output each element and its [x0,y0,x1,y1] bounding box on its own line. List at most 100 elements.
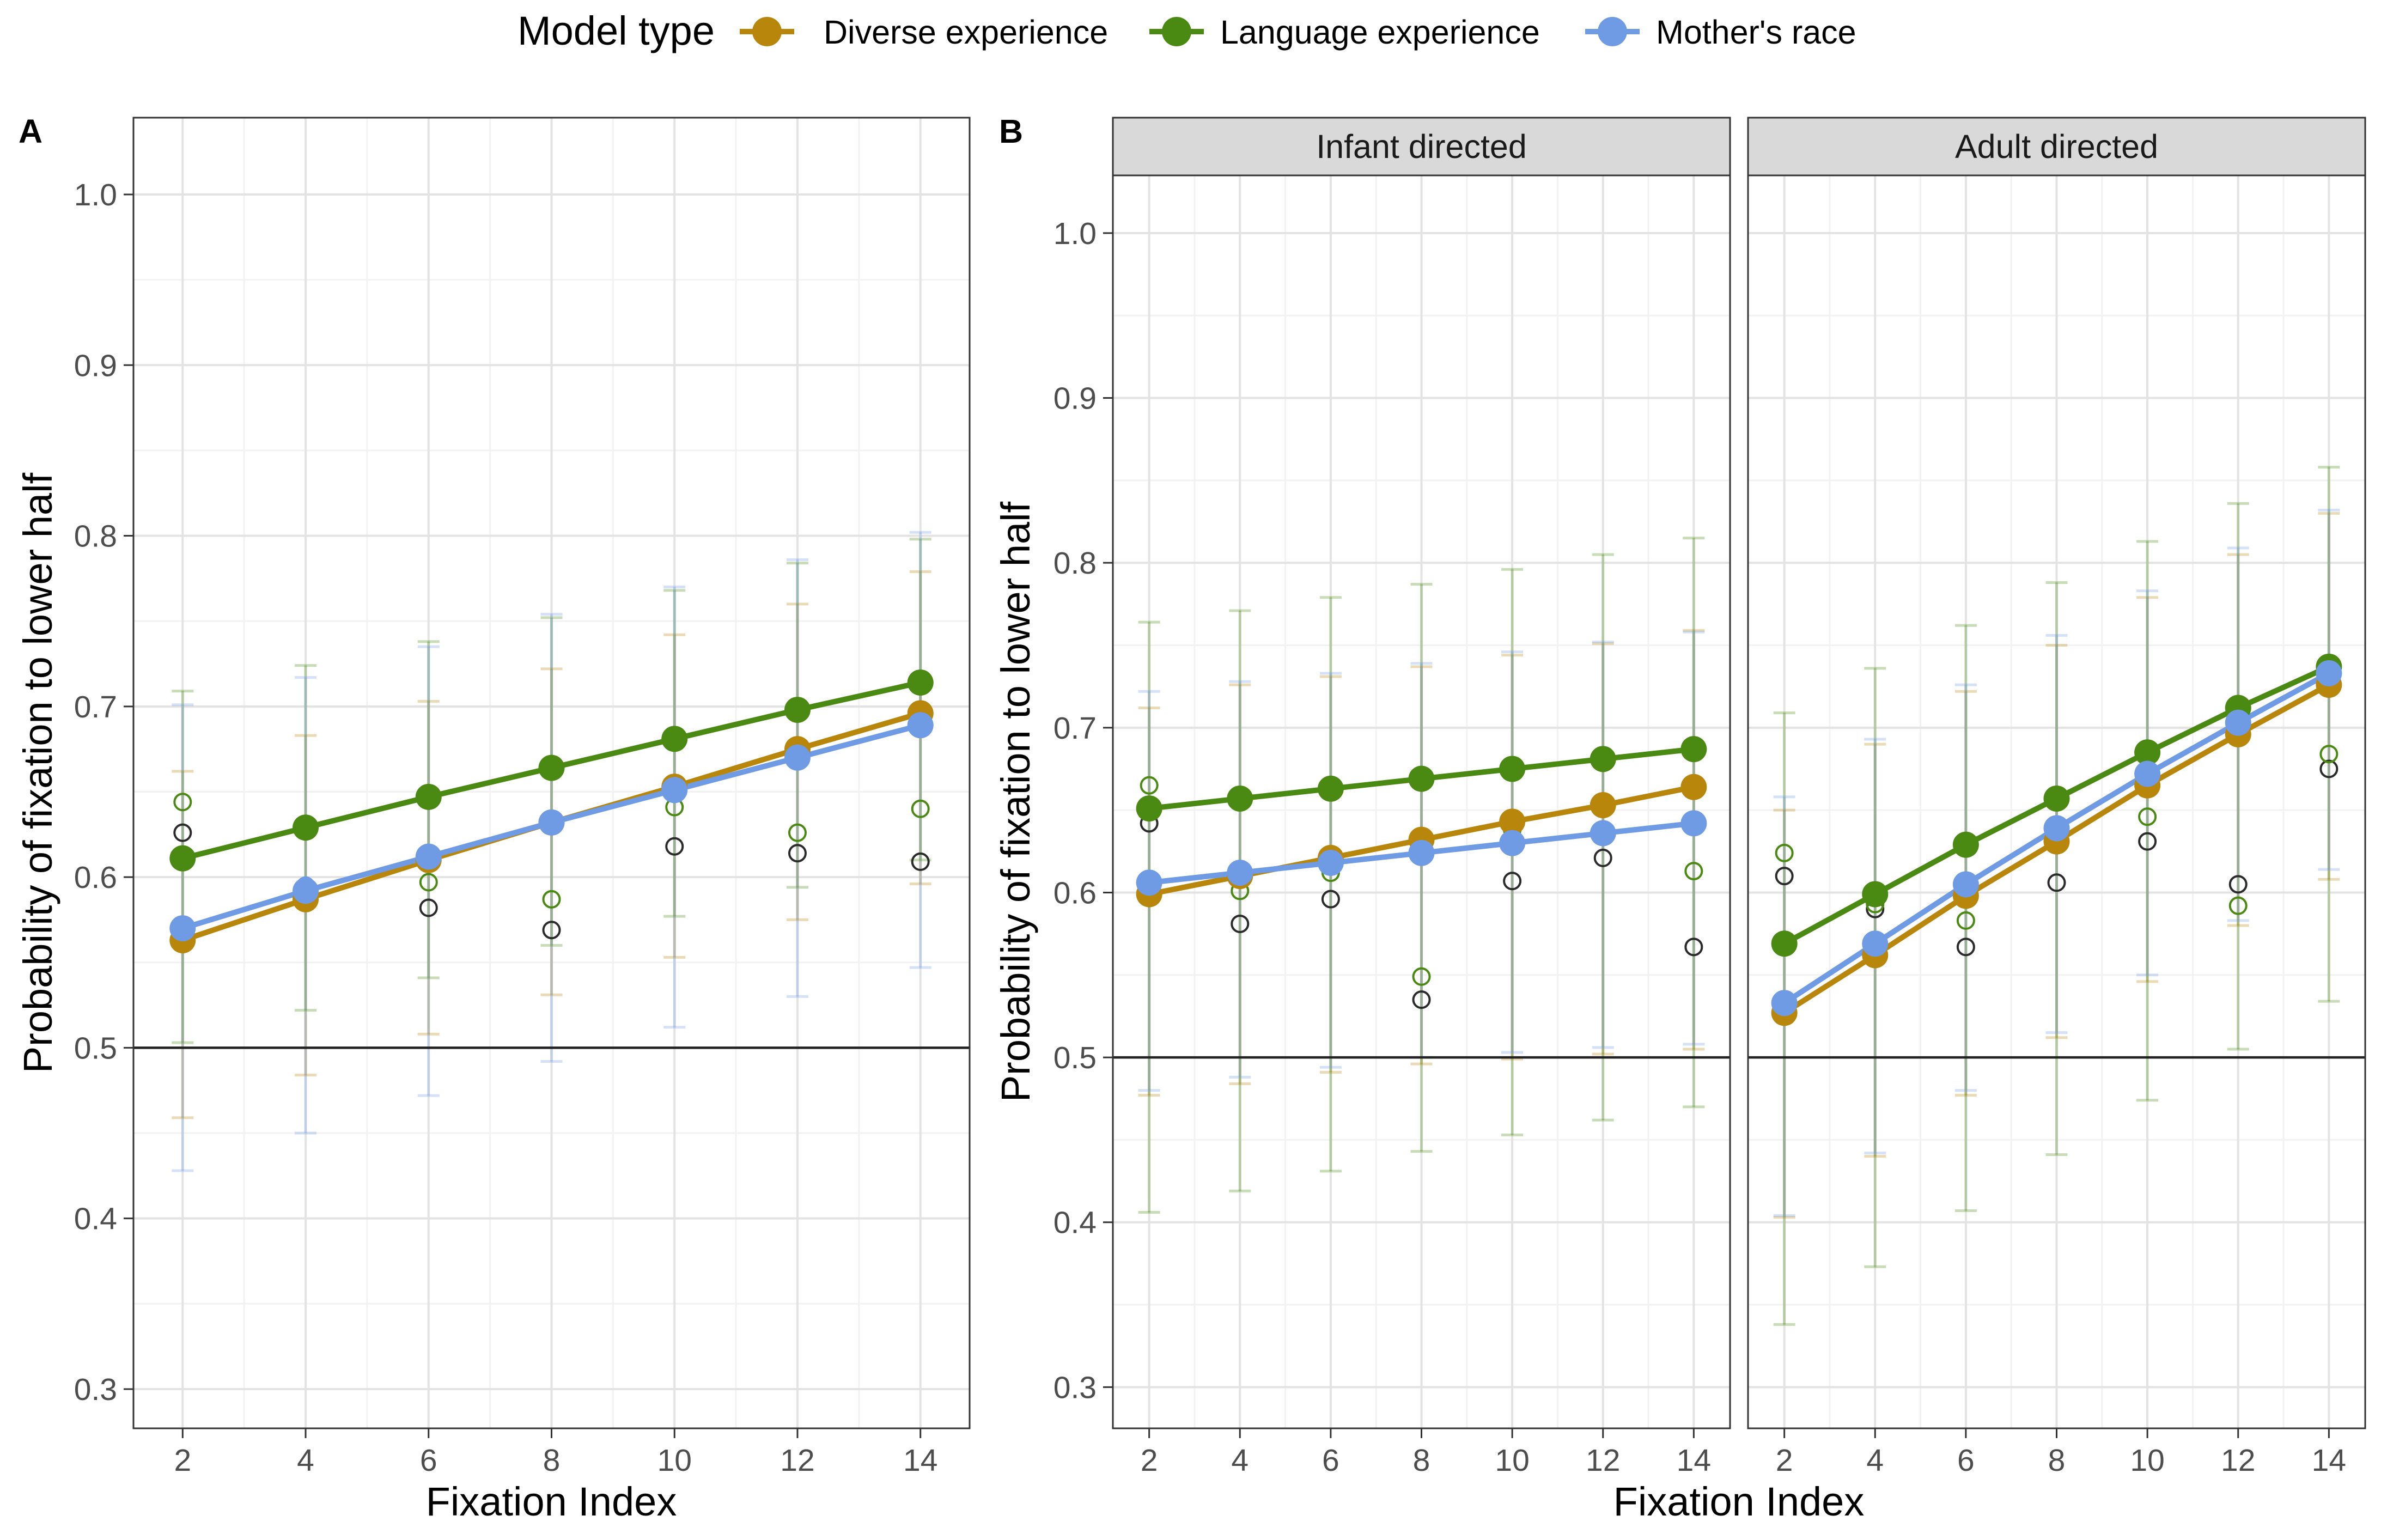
observed-point [173,823,192,842]
chart-panels: 2 4 6 8 10 12 140.30.40.50.60.70.80.91.0Infant… [15,113,2366,1524]
legend-key-point [1598,17,1627,46]
series-point-mother-s-race [2043,815,2070,842]
y-tick-label: 0.8 [1054,546,1097,581]
x-tick-label: 10 [657,1443,692,1478]
series-point-language-experience [661,726,688,752]
series-point-language-experience [293,814,319,841]
error-bar-language-experience [2227,502,2249,1051]
error-bar-language-experience [663,589,686,918]
error-bar-language-experience [1319,596,1342,1173]
legend-entry-diverse-experience: Diverse experience [740,14,1108,51]
x-axis-title-b: Fixation Index [1613,1479,1865,1524]
observed-point [788,844,807,863]
observed-point [1684,862,1703,881]
facet-strip-background [1747,117,2366,176]
observed-point [1775,867,1794,886]
y-tick-label: 0.6 [74,860,117,895]
series-point-language-experience [1227,785,1253,812]
series-point-mother-s-race [1952,871,1979,898]
y-tick-label: 0.4 [74,1202,117,1237]
legend-key-point [752,17,782,46]
observed-point [1956,911,1975,930]
y-tick-label: 0.5 [1054,1040,1097,1075]
series-point-language-experience [1136,795,1162,822]
error-bar-mother-s-race [1683,630,1705,1046]
series-point-language-experience [2043,785,2070,812]
legend-label: Language experience [1220,14,1540,51]
error-bars [172,531,931,1172]
series-point-mother-s-race [1499,830,1526,856]
x-tick-label: 12 [2221,1443,2255,1478]
x-tick-label: 14 [1677,1443,1711,1478]
series-point-language-experience [2134,739,2161,766]
series-point-mother-s-race [169,915,196,942]
y-tick-label: 0.9 [74,348,117,383]
observed-point [2138,807,2157,826]
panel-tag-a: A [19,113,42,150]
series-point-mother-s-race [538,809,565,836]
y-tick-label: 0.9 [1054,381,1097,416]
panel-tag-b: B [999,113,1023,150]
series-point-language-experience [169,845,196,872]
series-point-mother-s-race [1408,839,1435,866]
x-tick-label: 14 [2312,1443,2346,1478]
x-tick-label: 2 [1141,1443,1158,1478]
y-tick-label: 0.8 [74,519,117,554]
observed-point [1412,990,1431,1009]
y-axis-title-b: Probability of fixation to lower half [993,501,1038,1102]
x-axis-ticks: 2 4 6 8 10 12 14 [174,1428,937,1478]
x-tick-label: 12 [780,1443,814,1478]
y-tick-label: 1.0 [74,178,117,212]
series-point-mother-s-race [1680,810,1707,837]
y-axis-title-a: Probability of fixation to lower half [15,472,60,1073]
y-tick-label: 0.4 [1054,1206,1097,1240]
series-point-language-experience [907,669,934,696]
error-bar-mother-s-race [663,586,686,1029]
observed-point [1593,848,1612,867]
error-bar-language-experience [2136,540,2159,1102]
series-point-diverse-experience [1499,808,1526,835]
error-bar-language-experience [2045,581,2068,1156]
x-tick-label: 2 [174,1443,191,1478]
error-bar-diverse-experience [1501,654,1524,1061]
facet-strip-label: Infant directed [1316,128,1527,165]
observed-point [2047,873,2066,892]
x-tick-label: 12 [1586,1443,1620,1478]
gridlines [1113,175,1730,1428]
legend: Model type Diverse experience Language ex… [517,8,1856,53]
observed-point [542,921,561,940]
panel-b-infant-directed: Infant directed 2 4 6 8 10 12 14 0.3 0.4 0.5 0.6 0.7… [1054,117,1731,1478]
series-points [1136,736,1707,908]
y-tick-label: 0.3 [1054,1370,1097,1405]
x-tick-label: 6 [420,1443,437,1478]
series-point-mother-s-race [907,712,934,739]
series-point-diverse-experience [1680,774,1707,800]
series-point-mother-s-race [293,878,319,904]
error-bar-language-experience [1229,609,1251,1192]
series-point-mother-s-race [1136,869,1162,896]
observed-point [419,898,438,917]
series-point-mother-s-race [415,843,442,870]
series-point-language-experience [1680,736,1707,763]
observed-point [1412,967,1431,986]
legend-key-point [1162,17,1191,46]
series-point-language-experience [784,697,811,723]
y-tick-label: 0.7 [1054,711,1097,746]
x-tick-label: 4 [297,1443,314,1478]
x-tick-label: 4 [1866,1443,1884,1478]
x-tick-label: 4 [1231,1443,1249,1478]
x-tick-label: 6 [1322,1443,1339,1478]
facet-strip-background [1112,117,1731,176]
series-points [169,669,934,954]
gridlines [1748,175,2365,1428]
y-tick-label: 0.5 [74,1031,117,1066]
series-point-mother-s-race [1317,849,1344,876]
observed-point [911,852,930,871]
x-tick-label: 10 [1495,1443,1529,1478]
series-point-mother-s-race [2316,660,2342,686]
series-point-language-experience [1499,756,1526,782]
series-point-mother-s-race [661,777,688,804]
error-bar-mother-s-race [786,558,808,998]
error-bar-language-experience [1954,624,1977,1213]
